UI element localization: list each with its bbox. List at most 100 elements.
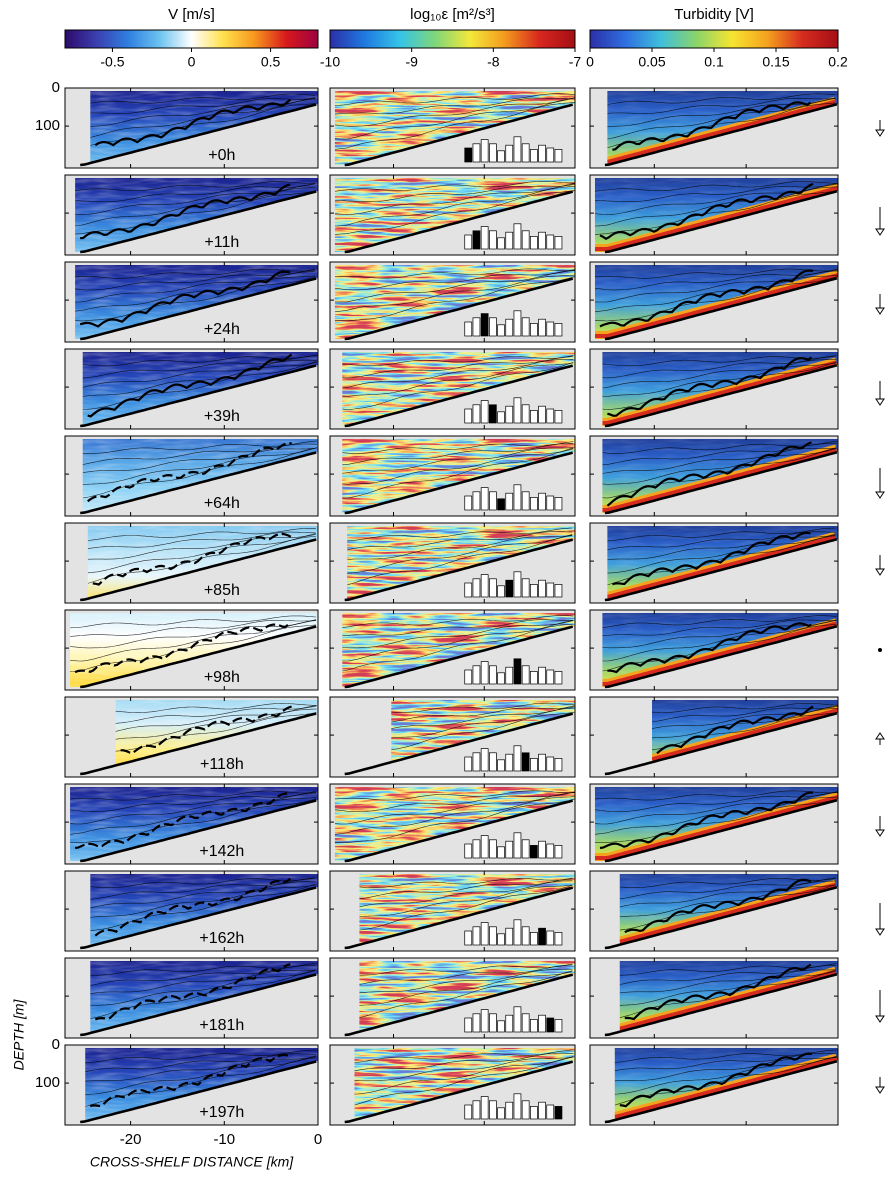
phase-bar xyxy=(473,753,480,771)
section-panel xyxy=(330,610,575,690)
phase-bar xyxy=(514,485,521,510)
colorbar xyxy=(330,30,575,48)
colorbar-tick-label: 0 xyxy=(586,54,594,70)
colorbar-tick-label: 0.15 xyxy=(762,54,789,70)
phase-bar xyxy=(514,746,521,771)
phase-bar xyxy=(506,841,513,858)
phase-bar xyxy=(498,412,505,423)
phase-bar xyxy=(481,140,488,162)
phase-bar xyxy=(530,1019,537,1032)
phase-bar xyxy=(489,405,496,423)
time-label: +142h xyxy=(199,843,244,860)
phase-bar xyxy=(498,673,505,684)
phase-bar xyxy=(522,1101,529,1119)
phase-bar xyxy=(539,406,546,423)
phase-bar xyxy=(481,662,488,684)
y-tick-label: 0 xyxy=(52,79,60,96)
colorbar-tick-label: 0.05 xyxy=(638,54,665,70)
phase-bar xyxy=(547,931,554,945)
section-panel xyxy=(330,697,575,777)
phase-bar xyxy=(489,753,496,771)
phase-bar xyxy=(514,311,521,336)
section-panel: +24h xyxy=(65,262,318,342)
phase-bar xyxy=(514,1094,521,1119)
phase-bar xyxy=(489,579,496,597)
phase-bar xyxy=(514,137,521,162)
wind-arrow-head xyxy=(876,929,884,935)
section-panel xyxy=(330,1045,575,1125)
section-panel xyxy=(590,88,838,168)
wind-dot xyxy=(878,648,882,652)
phase-bar xyxy=(514,920,521,945)
phase-bar xyxy=(555,758,562,771)
section-panel: +197h xyxy=(65,1045,318,1125)
phase-bar xyxy=(481,1097,488,1119)
section-panel xyxy=(330,871,575,951)
phase-bar xyxy=(555,149,562,162)
wind-arrow-head xyxy=(876,399,884,405)
phase-bar xyxy=(489,492,496,510)
section-panel xyxy=(330,523,575,603)
section-panel: +98h xyxy=(65,610,318,690)
phase-bar xyxy=(555,1106,562,1119)
section-panel: +64h xyxy=(65,436,318,516)
phase-bar xyxy=(522,405,529,423)
phase-bar xyxy=(498,499,505,510)
phase-bar xyxy=(555,1019,562,1032)
time-label: +118h xyxy=(200,756,244,773)
phase-bar xyxy=(473,1101,480,1119)
phase-bar xyxy=(530,410,537,423)
phase-bar xyxy=(555,671,562,684)
phase-bar xyxy=(506,319,513,336)
phase-bar xyxy=(514,572,521,597)
phase-bar xyxy=(481,314,488,336)
phase-bar xyxy=(473,1014,480,1032)
wind-arrow-head xyxy=(876,1087,884,1093)
section-panel xyxy=(590,958,838,1038)
colorbar-tick-label: 0.1 xyxy=(704,54,724,70)
phase-bar xyxy=(506,406,513,423)
phase-bar xyxy=(530,584,537,597)
wind-arrow-head xyxy=(876,229,884,235)
section-panel xyxy=(590,436,838,516)
wind-arrow-head xyxy=(876,1016,884,1022)
phase-bar xyxy=(555,584,562,597)
phase-bar xyxy=(514,1007,521,1032)
section-panel xyxy=(590,349,838,429)
time-label: +0h xyxy=(208,147,235,164)
x-axis-label: CROSS-SHELF DISTANCE [km] xyxy=(90,1154,294,1170)
phase-bar xyxy=(465,844,472,858)
colorbar-title: V [m/s] xyxy=(168,6,215,23)
phase-bar xyxy=(547,409,554,423)
wind-arrow-head xyxy=(876,830,884,836)
wind-arrow-head xyxy=(876,733,884,739)
phase-bar xyxy=(522,927,529,945)
wind-arrow-head xyxy=(876,130,884,136)
section-panel xyxy=(590,784,838,864)
section-panel xyxy=(590,262,838,342)
phase-bar xyxy=(530,1106,537,1119)
phase-bar xyxy=(547,148,554,162)
phase-bar xyxy=(481,401,488,423)
phase-bar xyxy=(465,322,472,336)
wind-arrow-head xyxy=(876,569,884,575)
phase-bar xyxy=(522,666,529,684)
phase-bar xyxy=(522,579,529,597)
phase-bar xyxy=(489,318,496,336)
phase-bar xyxy=(555,845,562,858)
phase-bar xyxy=(522,318,529,336)
section-panel xyxy=(590,871,838,951)
section-panel xyxy=(590,1045,838,1125)
colorbar-tick-label: 0.2 xyxy=(828,54,848,70)
phase-bar xyxy=(539,928,546,945)
time-label: +162h xyxy=(199,930,244,947)
time-label: +181h xyxy=(199,1017,244,1034)
phase-bar xyxy=(530,497,537,510)
phase-bar xyxy=(539,1015,546,1032)
phase-bar xyxy=(481,836,488,858)
phase-bar xyxy=(465,409,472,423)
section-panel: +39h xyxy=(65,349,318,429)
phase-bar xyxy=(514,833,521,858)
phase-bar xyxy=(473,492,480,510)
phase-bar xyxy=(514,398,521,423)
